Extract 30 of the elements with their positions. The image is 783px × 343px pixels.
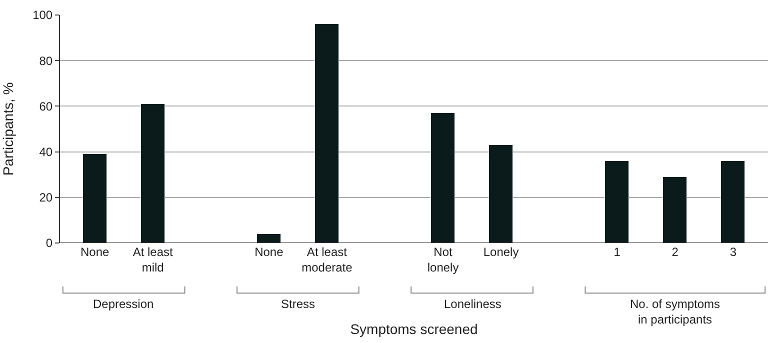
x-tick-label: None: [254, 245, 284, 259]
text: Stress: [281, 297, 316, 311]
bar: [662, 176, 687, 243]
x-axis-title: Symptoms screened: [350, 320, 478, 337]
x-tick-label: At least mild: [132, 245, 174, 275]
text: Loneliness: [444, 297, 502, 311]
bar: [604, 160, 629, 243]
y-tick-label: 60: [39, 99, 53, 114]
bar: [256, 234, 281, 243]
bar: [82, 154, 107, 243]
y-axis-title: Participants, %: [0, 82, 16, 176]
x-tick-label: 2: [672, 245, 679, 259]
text: No. of symptoms in participants: [630, 297, 720, 327]
bar: [488, 144, 513, 243]
y-tick-label: 100: [32, 8, 53, 22]
y-tick-label: 20: [39, 190, 53, 205]
x-tick-label: 1: [614, 245, 621, 259]
x-tick-label: 3: [730, 245, 737, 259]
bar: [314, 24, 339, 243]
y-tick-label: 40: [39, 145, 53, 159]
text: Depression: [93, 297, 154, 311]
x-tick-label: Not lonely: [427, 245, 459, 275]
y-tick-label: 0: [46, 236, 53, 250]
bar: [140, 104, 165, 243]
y-tick-label: 80: [39, 54, 53, 68]
x-tick-label: At least moderate: [302, 245, 353, 275]
x-tick-label: None: [80, 245, 110, 259]
bar: [430, 112, 455, 243]
bar: [720, 160, 745, 243]
x-tick-label: Lonely: [483, 245, 519, 259]
